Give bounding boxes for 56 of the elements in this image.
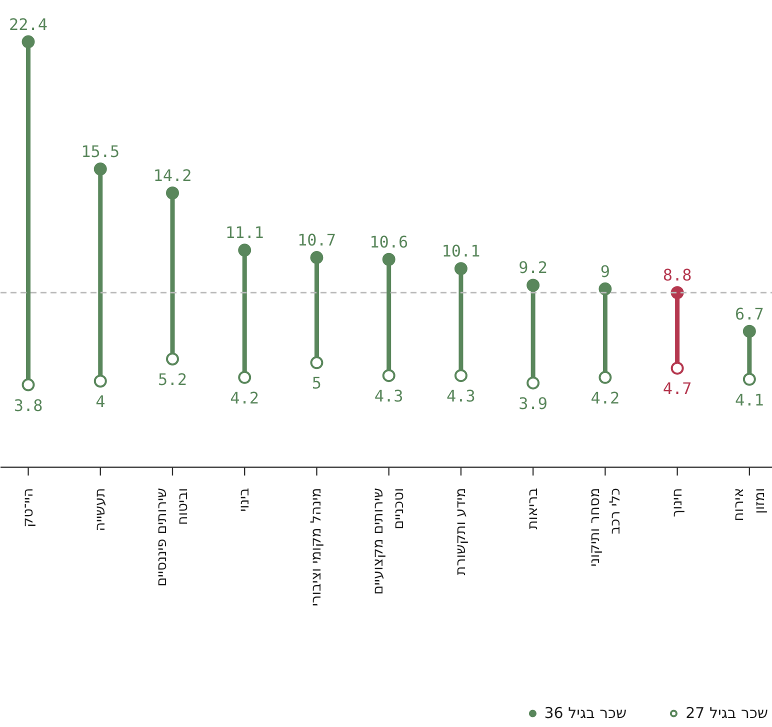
data-label: 4.1 <box>734 390 764 410</box>
data-label: 3.8 <box>14 396 43 415</box>
data-label: 3.9 <box>518 394 548 413</box>
point <box>742 324 756 338</box>
point <box>598 282 612 296</box>
data-label: 4.3 <box>446 386 476 406</box>
x-tick-label: מסחר ותיקוני כלי רכב <box>586 488 624 567</box>
legend-label: שכר בגיל 36 <box>544 704 627 722</box>
point <box>94 374 107 388</box>
x-tick-label: מינהל מקומי וציבורי <box>308 488 325 606</box>
x-tick-label: היי־טק <box>20 488 36 528</box>
data-label: 22.4 <box>9 14 48 34</box>
data-label: 4.3 <box>374 386 404 406</box>
data-label: 15.5 <box>81 142 120 162</box>
data-label: 4.7 <box>662 379 692 398</box>
x-tick-label: בריאות <box>525 488 542 530</box>
point <box>94 162 107 176</box>
point <box>22 378 35 392</box>
x-tick-label: תעשייה <box>92 488 108 532</box>
point <box>22 35 35 48</box>
data-label: 6.7 <box>734 304 764 324</box>
data-label: 10.1 <box>442 242 480 261</box>
x-tick-label: מידע ותקשורת <box>452 488 469 576</box>
point <box>526 376 540 390</box>
point <box>526 278 540 292</box>
point <box>166 352 179 366</box>
data-label: 10.7 <box>297 230 336 250</box>
data-label: 9 <box>600 262 610 281</box>
legend-label: שכר בגיל 27 <box>686 704 768 722</box>
data-label: 11.1 <box>225 223 264 242</box>
x-tick-label: בינוי <box>236 488 253 512</box>
point <box>454 262 468 276</box>
point <box>238 244 252 257</box>
point <box>166 186 179 200</box>
data-label: 4.2 <box>230 388 260 408</box>
point <box>310 251 324 264</box>
data-label: 5 <box>312 374 322 393</box>
point <box>742 372 756 386</box>
point <box>382 252 396 266</box>
data-label: 4.2 <box>590 388 620 408</box>
point <box>598 370 612 384</box>
point <box>454 369 468 382</box>
point <box>238 370 252 384</box>
x-tick-label: חינוך <box>669 488 686 518</box>
x-tick-label: אירוח ומזון <box>731 488 768 522</box>
x-tick-label: שירותים פיננסיים וביטוח <box>154 488 191 586</box>
data-label: 14.2 <box>153 166 192 186</box>
x-tick-label: שירותים מקצועיים וטכניים <box>370 488 408 595</box>
data-label: 4 <box>96 392 106 412</box>
data-label: 5.2 <box>158 370 187 389</box>
point <box>382 369 396 382</box>
data-label: 9.2 <box>518 258 548 278</box>
point <box>310 356 324 370</box>
data-label: 10.6 <box>370 232 408 252</box>
point <box>670 362 684 375</box>
data-label: 8.8 <box>662 266 692 285</box>
